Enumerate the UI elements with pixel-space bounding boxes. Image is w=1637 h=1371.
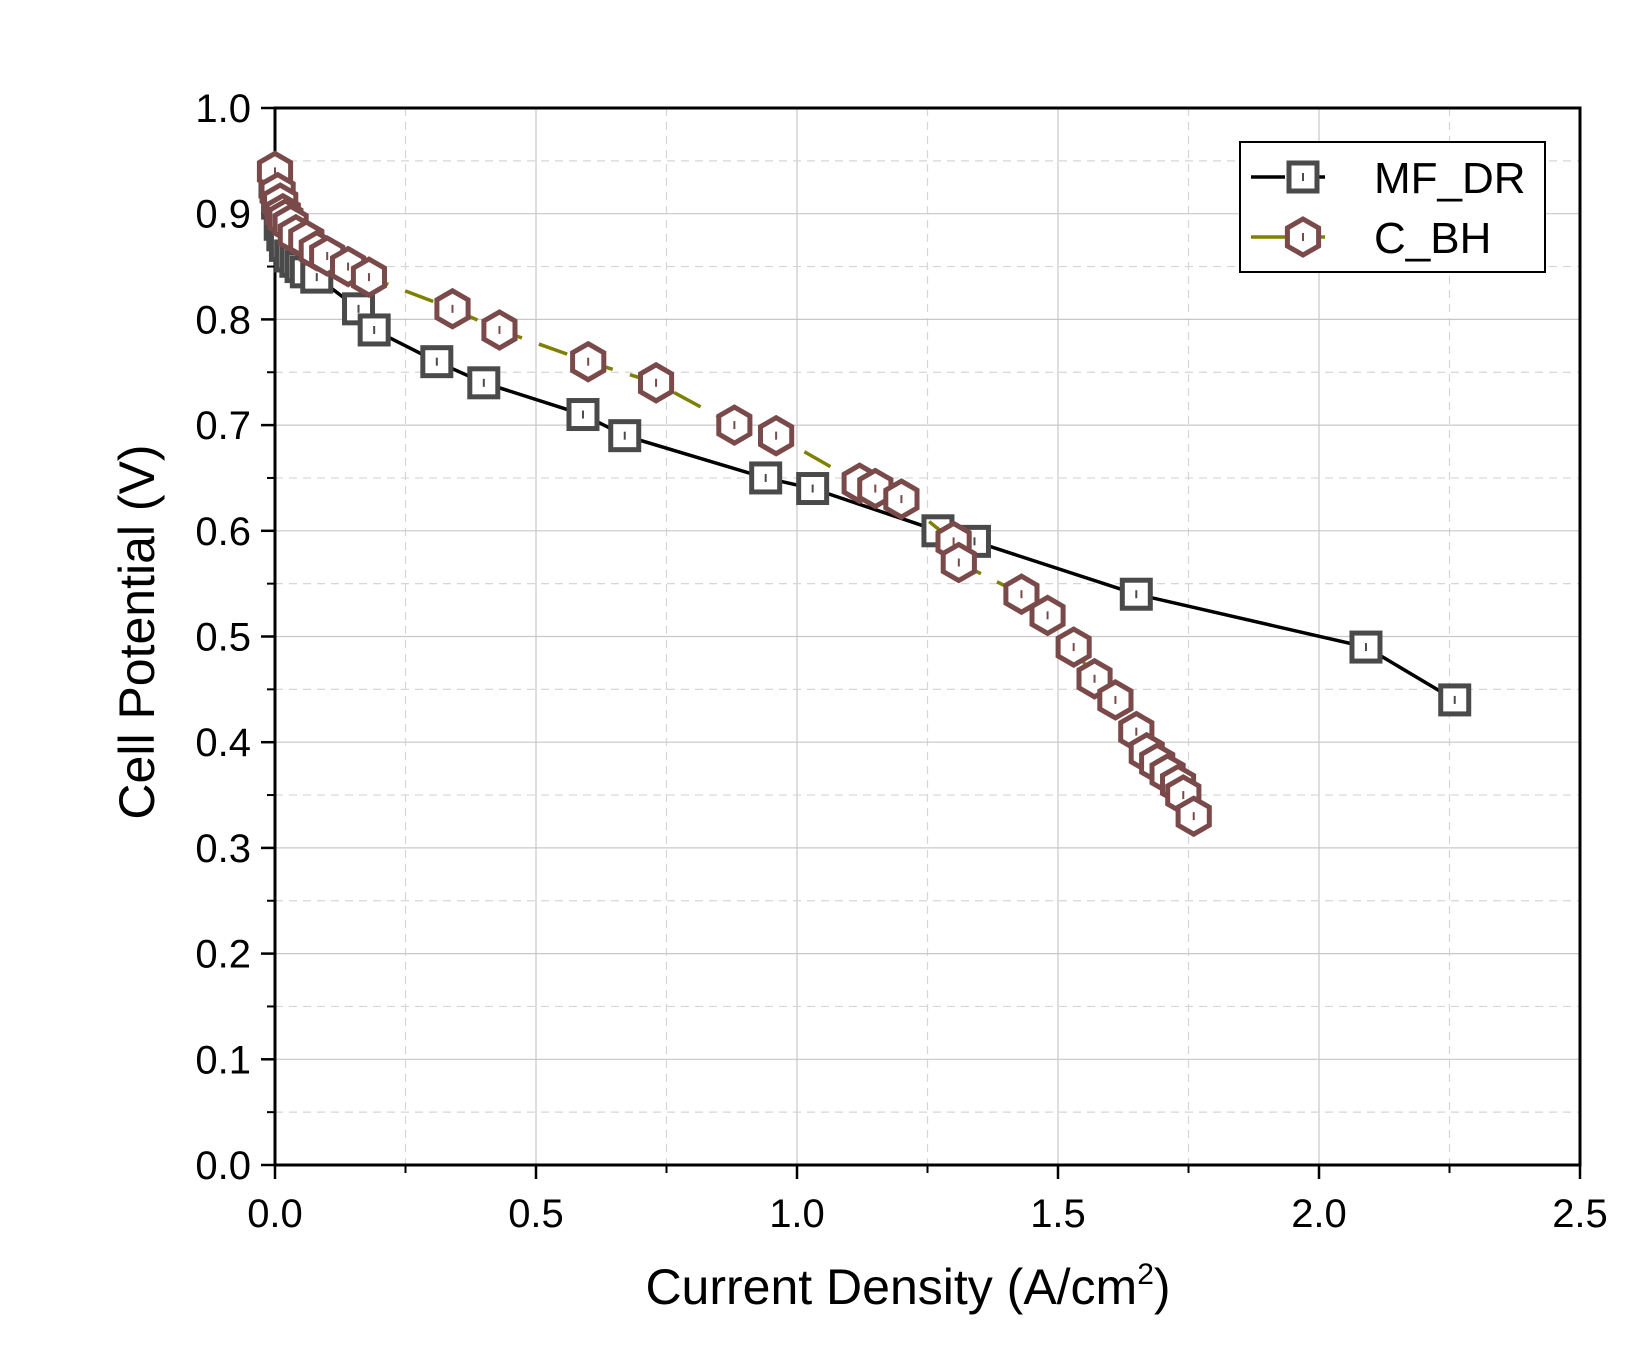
x-axis-title-superscript: 2: [1137, 1258, 1154, 1291]
data-point-c-bh: [940, 541, 977, 584]
y-tick-label: 0.5: [195, 616, 251, 660]
x-tick-label: 1.0: [769, 1192, 825, 1236]
legend: MF_DR C_BH: [1239, 141, 1546, 273]
data-point-mf-dr: [796, 472, 830, 506]
y-tick-label: 0.8: [195, 298, 251, 342]
data-point-c-bh: [350, 256, 387, 298]
series-layer: [256, 150, 1472, 838]
x-tick-label: 2.0: [1291, 1192, 1347, 1236]
data-point-c-bh: [570, 340, 607, 383]
y-tick-label: 0.2: [195, 933, 251, 977]
y-tick-label: 1.0: [195, 87, 251, 131]
legend-entry-mf-dr: MF_DR: [1251, 154, 1526, 203]
data-point-c-bh: [716, 404, 753, 446]
data-point-mf-dr: [566, 398, 600, 432]
data-point-mf-dr: [1349, 630, 1383, 664]
data-point-c-bh: [1097, 679, 1134, 721]
data-point-c-bh: [758, 414, 795, 457]
data-point-c-bh: [883, 478, 920, 520]
data-point-mf-dr: [420, 345, 454, 379]
y-tick-label: 0.0: [195, 1144, 251, 1188]
data-point-mf-dr: [1119, 577, 1153, 611]
axes: 0.0 0.5 1.0 1.5 2.0 2.5 0.0 0.1 0.2 0.3 0.4 0.5 0.6 0…: [195, 87, 1607, 1236]
data-point-mf-dr: [749, 461, 783, 495]
x-tick-label: 1.5: [1030, 1192, 1086, 1236]
data-point-c-bh: [1029, 594, 1066, 637]
data-point-c-bh: [1003, 573, 1040, 616]
legend-label-c-bh: C_BH: [1374, 214, 1491, 263]
legend-marker-c-bh: [1284, 216, 1322, 258]
x-tick-label: 2.5: [1552, 1192, 1608, 1236]
x-tick-label: 0.5: [508, 1192, 564, 1236]
x-axis-title: Current Density (A/cm2): [645, 1258, 1170, 1315]
data-point-c-bh: [857, 467, 894, 510]
series-line-c-bh: [273, 171, 1196, 817]
y-tick-label: 0.4: [195, 721, 251, 765]
data-point-c-bh: [1175, 795, 1212, 838]
data-point-c-bh: [1055, 626, 1092, 668]
x-axis-title-main: Current Density (A/cm: [645, 1259, 1137, 1315]
data-point-mf-dr: [357, 313, 391, 347]
data-point-mf-dr: [467, 366, 501, 400]
y-tick-label: 0.7: [195, 404, 251, 448]
data-point-c-bh: [638, 361, 675, 404]
x-tick-label: 0.0: [247, 1192, 303, 1236]
y-tick-label: 0.6: [195, 510, 251, 554]
legend-entry-c-bh: C_BH: [1251, 214, 1491, 263]
data-point-mf-dr: [608, 419, 642, 453]
legend-label-mf-dr: MF_DR: [1374, 154, 1526, 203]
data-point-c-bh: [434, 287, 471, 330]
legend-marker-mf-dr: [1286, 160, 1320, 194]
x-axis-title-close: ): [1154, 1259, 1171, 1315]
data-point-c-bh: [481, 309, 518, 351]
data-point-mf-dr: [1438, 683, 1472, 717]
y-tick-label: 0.3: [195, 827, 251, 871]
y-axis-title: Cell Potential (V): [109, 444, 165, 819]
y-tick-label: 0.9: [195, 193, 251, 237]
series-c-bh: [256, 150, 1212, 838]
y-tick-label: 0.1: [195, 1038, 251, 1082]
